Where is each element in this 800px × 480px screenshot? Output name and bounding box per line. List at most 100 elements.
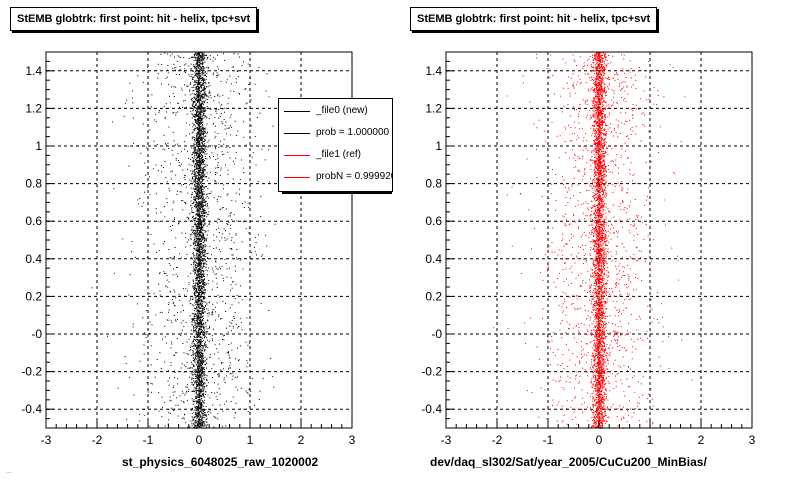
scatter-point <box>204 186 206 188</box>
scatter-point <box>204 238 206 240</box>
scatter-point <box>200 203 202 205</box>
scatter-point <box>187 367 189 369</box>
scatter-point <box>199 54 201 56</box>
scatter-point <box>198 277 200 279</box>
scatter-point <box>197 81 199 83</box>
scatter-point <box>198 107 200 109</box>
scatter-point <box>197 198 199 200</box>
scatter-point <box>235 323 237 325</box>
scatter-point <box>168 309 170 311</box>
scatter-point <box>200 112 202 114</box>
scatter-point <box>196 342 198 344</box>
scatter-point <box>195 114 197 116</box>
scatter-point <box>133 142 135 144</box>
scatter-point <box>199 144 201 146</box>
scatter-point <box>231 66 233 68</box>
scatter-point <box>203 385 205 387</box>
scatter-point <box>158 283 160 285</box>
scatter-point <box>193 371 195 373</box>
scatter-point <box>201 265 202 267</box>
scatter-point <box>199 223 201 225</box>
scatter-point <box>154 119 156 121</box>
scatter-point <box>220 167 222 169</box>
scatter-point <box>197 70 199 72</box>
scatter-point <box>195 53 197 55</box>
scatter-point <box>198 245 200 247</box>
scatter-point <box>196 192 198 194</box>
scatter-point <box>225 81 227 83</box>
scatter-point <box>195 104 197 105</box>
scatter-point <box>205 425 207 427</box>
scatter-point <box>204 145 206 147</box>
scatter-point <box>184 178 186 180</box>
scatter-point <box>202 250 203 252</box>
scatter-point <box>193 158 195 160</box>
scatter-point <box>171 341 172 343</box>
scatter-point <box>233 214 235 216</box>
scatter-point <box>195 155 197 157</box>
scatter-point <box>195 352 197 354</box>
scatter-point <box>193 353 195 355</box>
scatter-point <box>203 193 205 195</box>
scatter-point <box>226 238 228 240</box>
scatter-point <box>196 416 198 418</box>
scatter-point <box>202 286 204 287</box>
scatter-point <box>197 285 199 287</box>
scatter-point <box>192 330 194 331</box>
scatter-point <box>196 289 198 291</box>
scatter-point <box>180 184 182 186</box>
scatter-point <box>199 109 201 111</box>
scatter-point <box>194 65 196 67</box>
scatter-point <box>139 420 141 422</box>
scatter-point <box>224 125 226 126</box>
scatter-point <box>202 235 204 237</box>
scatter-point <box>204 387 206 389</box>
scatter-point <box>196 375 198 377</box>
scatter-point <box>196 314 198 316</box>
scatter-point <box>201 293 203 295</box>
scatter-point <box>200 285 202 287</box>
scatter-point <box>199 329 201 330</box>
scatter-point <box>201 390 203 392</box>
scatter-point <box>196 229 198 231</box>
scatter-point <box>197 205 199 207</box>
scatter-point <box>258 66 260 68</box>
scatter-point <box>200 374 201 376</box>
scatter-point <box>205 146 207 148</box>
scatter-point <box>190 68 192 70</box>
scatter-point <box>193 331 195 333</box>
scatter-point <box>157 77 159 79</box>
scatter-point <box>198 141 200 142</box>
scatter-point <box>243 221 244 223</box>
scatter-point <box>203 114 205 116</box>
scatter-point <box>195 410 197 412</box>
scatter-point <box>239 188 241 190</box>
scatter-point <box>200 121 202 123</box>
scatter-point <box>195 75 197 77</box>
scatter-point <box>195 217 197 219</box>
scatter-point <box>190 56 192 58</box>
scatter-point <box>194 165 195 167</box>
scatter-point <box>220 113 222 115</box>
scatter-point <box>200 426 202 428</box>
scatter-point <box>200 331 202 333</box>
scatter-point <box>226 222 228 224</box>
scatter-point <box>226 276 228 278</box>
scatter-point <box>182 106 184 108</box>
scatter-point <box>203 83 204 85</box>
scatter-point <box>602 239 603 241</box>
scatter-point <box>204 139 206 141</box>
scatter-point <box>194 189 196 190</box>
scatter-point <box>183 184 184 185</box>
scatter-point <box>202 415 204 417</box>
scatter-point <box>203 158 205 160</box>
scatter-point <box>201 423 203 425</box>
scatter-point <box>181 304 183 306</box>
scatter-point <box>199 104 201 106</box>
scatter-point <box>176 338 178 339</box>
scatter-point <box>191 423 193 425</box>
scatter-point <box>192 390 194 392</box>
scatter-point <box>194 116 196 118</box>
scatter-point <box>199 248 201 250</box>
scatter-point <box>195 331 197 333</box>
